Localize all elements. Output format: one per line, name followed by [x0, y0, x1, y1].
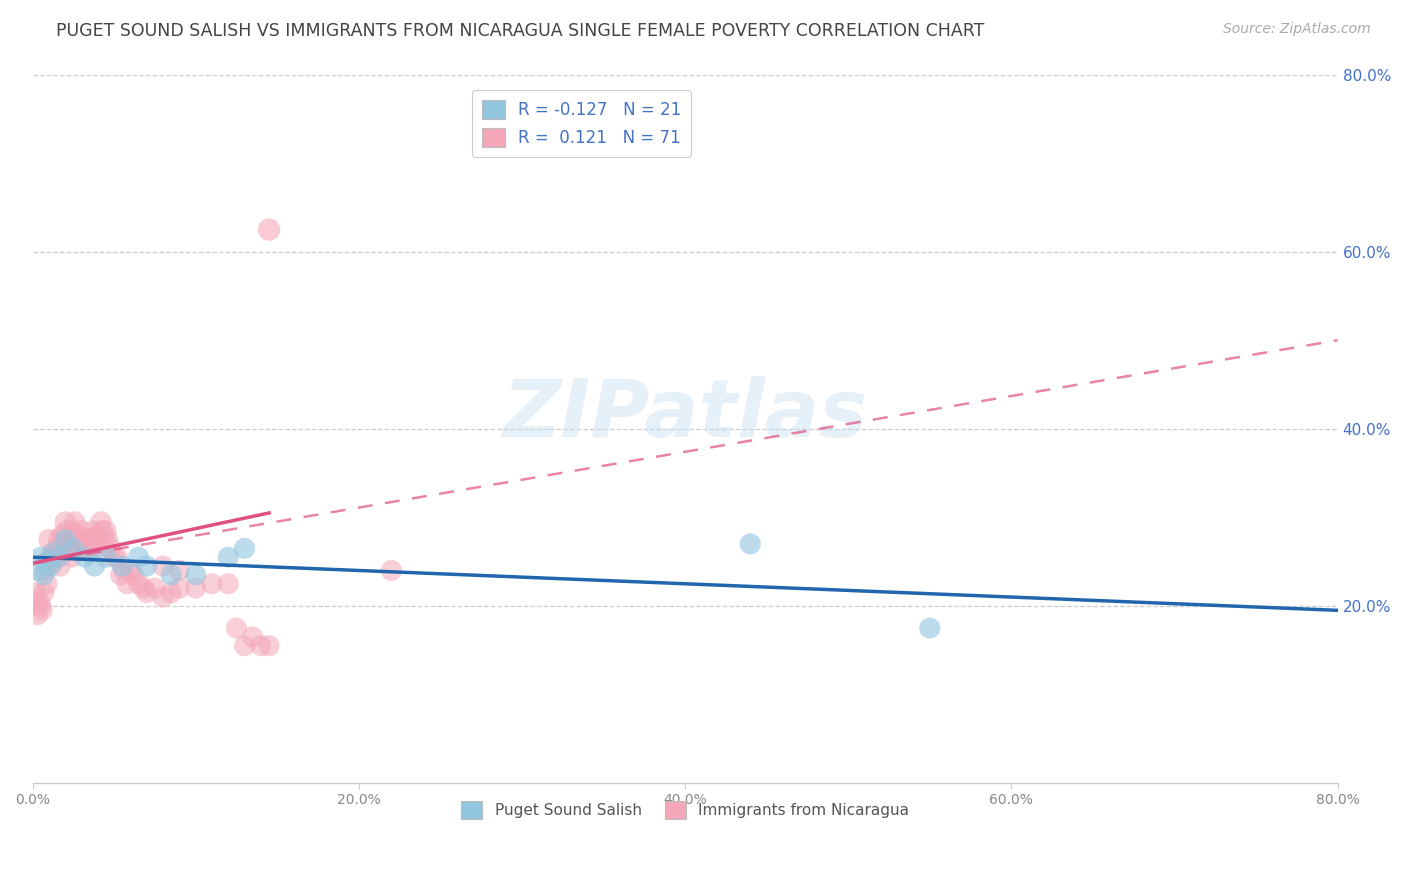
Point — [160, 585, 183, 599]
Point — [143, 581, 166, 595]
Point — [53, 533, 76, 547]
Point — [48, 533, 70, 547]
Point — [83, 559, 105, 574]
Point — [740, 537, 762, 551]
Point — [32, 568, 55, 582]
Point — [380, 564, 402, 578]
Text: PUGET SOUND SALISH VS IMMIGRANTS FROM NICARAGUA SINGLE FEMALE POVERTY CORRELATIO: PUGET SOUND SALISH VS IMMIGRANTS FROM NI… — [56, 22, 984, 40]
Point — [77, 541, 100, 556]
Point — [89, 533, 111, 547]
Point — [135, 559, 157, 574]
Point — [28, 594, 51, 608]
Point — [51, 528, 73, 542]
Point — [112, 564, 135, 578]
Point — [27, 607, 49, 622]
Point — [90, 515, 112, 529]
Point — [79, 533, 101, 547]
Point — [110, 568, 132, 582]
Point — [39, 559, 62, 574]
Point — [52, 537, 75, 551]
Point — [250, 639, 273, 653]
Point — [93, 533, 115, 547]
Point — [84, 541, 107, 556]
Point — [41, 546, 63, 560]
Point — [42, 546, 65, 560]
Point — [70, 524, 93, 538]
Point — [184, 568, 207, 582]
Point — [24, 585, 46, 599]
Point — [30, 550, 52, 565]
Point — [105, 550, 128, 565]
Point — [38, 533, 60, 547]
Point — [60, 550, 83, 565]
Text: ZIPatlas: ZIPatlas — [502, 376, 868, 454]
Point — [53, 515, 76, 529]
Legend: Puget Sound Salish, Immigrants from Nicaragua: Puget Sound Salish, Immigrants from Nica… — [456, 795, 915, 825]
Point — [75, 533, 97, 547]
Point — [160, 568, 183, 582]
Point — [62, 524, 84, 538]
Point — [87, 528, 110, 542]
Point — [83, 533, 105, 547]
Point — [152, 559, 174, 574]
Point — [32, 585, 55, 599]
Point — [128, 576, 150, 591]
Point — [73, 541, 96, 556]
Point — [152, 590, 174, 604]
Point — [62, 541, 84, 556]
Point — [135, 585, 157, 599]
Point — [42, 555, 65, 569]
Point — [44, 550, 66, 565]
Point — [169, 581, 191, 595]
Point — [30, 599, 52, 613]
Point — [80, 541, 103, 556]
Point — [225, 621, 247, 635]
Point — [58, 537, 80, 551]
Point — [37, 555, 59, 569]
Point — [49, 559, 72, 574]
Point — [100, 541, 122, 556]
Point — [111, 559, 134, 574]
Point — [115, 576, 138, 591]
Point — [96, 533, 118, 547]
Point — [128, 550, 150, 565]
Point — [82, 524, 104, 538]
Point — [65, 528, 87, 542]
Point — [233, 541, 256, 556]
Point — [31, 603, 53, 617]
Point — [169, 564, 191, 578]
Point — [217, 550, 239, 565]
Point — [120, 564, 142, 578]
Text: Source: ZipAtlas.com: Source: ZipAtlas.com — [1223, 22, 1371, 37]
Point — [27, 564, 49, 578]
Point — [34, 564, 56, 578]
Point — [59, 541, 82, 556]
Point — [91, 524, 114, 538]
Point — [103, 550, 125, 565]
Point — [122, 568, 145, 582]
Point — [73, 550, 96, 565]
Point — [94, 550, 117, 565]
Point — [55, 524, 77, 538]
Point — [132, 581, 155, 595]
Point — [48, 550, 70, 565]
Point — [233, 639, 256, 653]
Point — [242, 630, 264, 644]
Point — [918, 621, 941, 635]
Point — [257, 222, 280, 236]
Point — [63, 515, 86, 529]
Point — [72, 533, 94, 547]
Point — [184, 581, 207, 595]
Point — [37, 576, 59, 591]
Point — [217, 576, 239, 591]
Point — [94, 524, 117, 538]
Point — [69, 541, 91, 556]
Point — [46, 541, 69, 556]
Point — [201, 576, 224, 591]
Point — [257, 639, 280, 653]
Point — [67, 533, 90, 547]
Point — [39, 550, 62, 565]
